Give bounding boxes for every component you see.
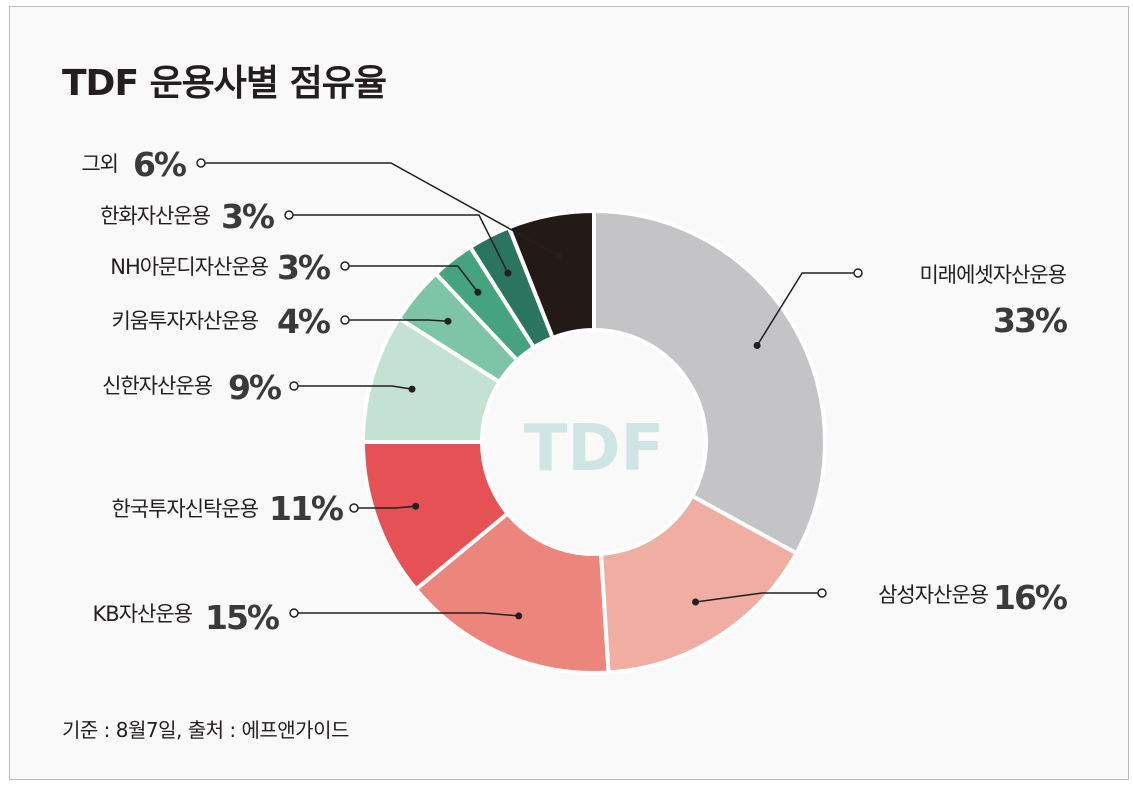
leader-end-dot-4 bbox=[412, 502, 420, 510]
slice-value-2: 16% bbox=[993, 578, 1068, 617]
slice-label-2: 삼성자산운용 bbox=[878, 583, 989, 607]
label-marker-1 bbox=[853, 268, 863, 278]
leader-line-5 bbox=[294, 385, 413, 390]
slice-value-7: 3% bbox=[277, 248, 331, 287]
slice-value-3: 15% bbox=[205, 598, 280, 637]
leader-line-6 bbox=[345, 319, 449, 322]
slice-9 bbox=[506, 208, 596, 341]
slice-value-4: 11% bbox=[269, 489, 344, 528]
label-marker-8 bbox=[284, 210, 294, 220]
slice-label-6: 키움투자자산운용 bbox=[111, 309, 258, 333]
label-marker-2 bbox=[817, 588, 827, 598]
leader-line-8 bbox=[289, 214, 509, 274]
leader-line-7 bbox=[345, 265, 479, 293]
center-label: TDF bbox=[524, 412, 665, 486]
leader-end-dot-8 bbox=[504, 269, 512, 277]
label-marker-7 bbox=[340, 261, 350, 271]
leader-line-2 bbox=[695, 592, 822, 603]
label-marker-6 bbox=[340, 315, 350, 325]
source-note: 기준 : 8월7일, 출처 : 에프앤가이드 bbox=[62, 718, 349, 742]
leader-end-dot-3 bbox=[515, 612, 523, 620]
slice-label-4: 한국투자신탁운용 bbox=[111, 497, 258, 521]
slice-label-3: KB자산운용 bbox=[93, 602, 193, 626]
label-marker-4 bbox=[349, 503, 359, 513]
leader-line-1 bbox=[756, 272, 858, 346]
slice-1 bbox=[592, 208, 827, 557]
chart-title: TDF 운용사별 점유율 bbox=[62, 63, 387, 104]
slice-label-8: 한화자산운용 bbox=[100, 204, 211, 228]
leader-line-3 bbox=[294, 612, 519, 617]
slice-value-1: 33% bbox=[993, 301, 1068, 340]
leader-end-dot-9 bbox=[554, 252, 562, 260]
slice-2 bbox=[598, 493, 800, 675]
label-marker-9 bbox=[196, 158, 206, 168]
slice-label-5: 신한자산운용 bbox=[102, 374, 213, 398]
slice-3 bbox=[413, 510, 611, 675]
leader-line-4 bbox=[354, 505, 416, 509]
slice-value-6: 4% bbox=[277, 302, 331, 341]
slice-value-8: 3% bbox=[221, 197, 275, 236]
leader-line-9 bbox=[201, 162, 559, 257]
leader-lines bbox=[196, 158, 863, 620]
slice-value-5: 9% bbox=[228, 368, 282, 407]
label-marker-5 bbox=[289, 381, 299, 391]
slice-value-9: 6% bbox=[133, 145, 187, 184]
slice-label-7: NH아문디자산운용 bbox=[110, 255, 268, 279]
leader-end-dot-5 bbox=[408, 385, 416, 393]
slice-labels: 미래에셋자산운용 33% 삼성자산운용 16% KB자산운용 15% 한국투자신탁운용 11%… bbox=[81, 145, 1070, 637]
leader-end-dot-2 bbox=[692, 598, 700, 606]
leader-end-dot-6 bbox=[444, 317, 452, 325]
label-marker-3 bbox=[289, 608, 299, 618]
slice-label-9: 그외 bbox=[81, 152, 118, 176]
slice-label-1: 미래에셋자산운용 bbox=[919, 263, 1066, 287]
leader-end-dot-7 bbox=[474, 288, 482, 296]
slices-layer bbox=[360, 208, 827, 675]
leader-end-dot-1 bbox=[753, 342, 761, 350]
